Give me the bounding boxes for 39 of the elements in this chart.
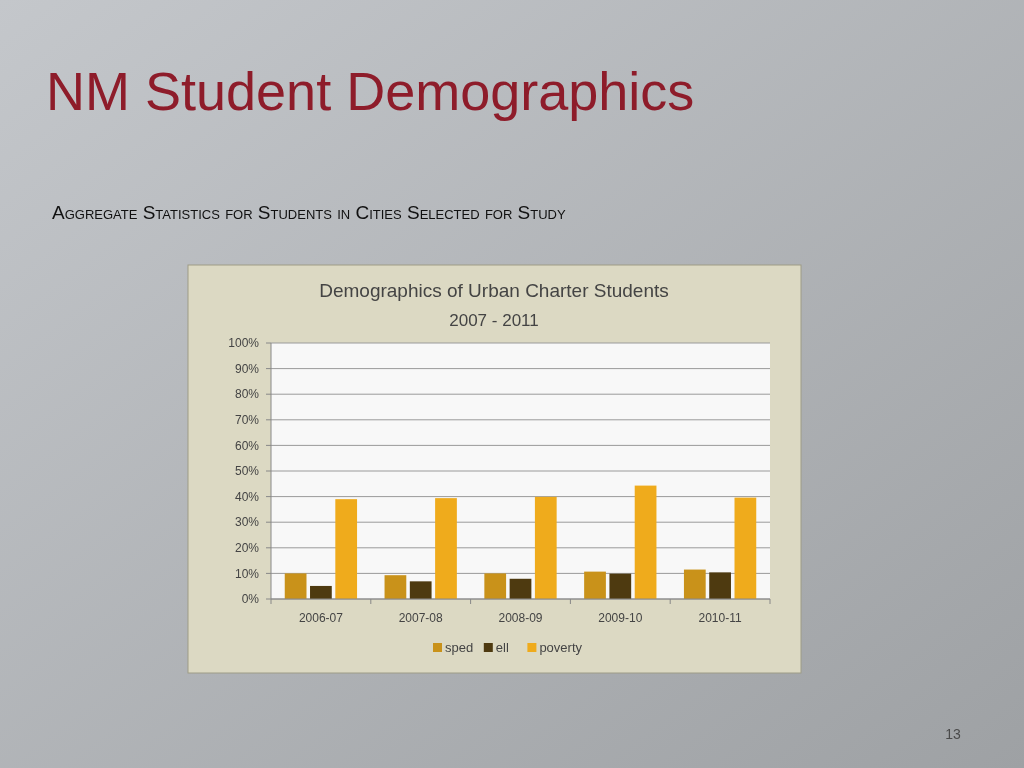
y-tick-label: 10% — [234, 566, 260, 581]
bar — [584, 571, 606, 599]
bar — [435, 498, 457, 599]
y-tick-label: 70% — [234, 413, 260, 427]
bar — [310, 585, 332, 599]
x-tick-label: 2007-08 — [398, 611, 444, 625]
y-tick-label: 20% — [234, 541, 260, 555]
y-tick-label: 90% — [234, 361, 260, 376]
bar — [409, 581, 432, 599]
bar — [534, 496, 557, 599]
bar — [509, 578, 532, 599]
bar — [709, 572, 731, 599]
x-tick-label: 2006-07 — [298, 611, 344, 625]
bar — [384, 575, 407, 599]
bar — [484, 573, 507, 599]
y-tick-label: 100% — [228, 336, 260, 351]
y-tick-label: 60% — [234, 438, 260, 453]
text: 13 — [945, 726, 961, 742]
legend-label: poverty — [539, 640, 583, 655]
chart-title: NM Student Demographics — [46, 61, 695, 121]
chart-subtitle: Aggregate Statistics for Students in Cities Selected for Study — [52, 202, 566, 223]
x-tick-label: 2008-09 — [498, 611, 543, 625]
bar — [683, 569, 706, 599]
bar — [284, 573, 307, 599]
bar — [609, 573, 632, 599]
y-tick-label: 50% — [234, 464, 260, 479]
y-tick-label: 0% — [241, 592, 260, 607]
y-tick-label: 40% — [234, 489, 260, 504]
x-tick-label: 2009-10 — [598, 611, 643, 625]
bar — [734, 497, 757, 599]
text: 2007 - 2011 — [449, 311, 539, 330]
legend-label: sped — [445, 640, 474, 655]
text: Demographics of Urban Charter Students — [319, 280, 669, 301]
y-tick-label: 80% — [234, 387, 260, 402]
legend-label: ell — [495, 640, 509, 655]
y-tick-label: 30% — [234, 515, 260, 530]
bar — [634, 485, 657, 599]
x-tick-label: 2010-11 — [698, 611, 742, 625]
bar — [335, 499, 358, 599]
